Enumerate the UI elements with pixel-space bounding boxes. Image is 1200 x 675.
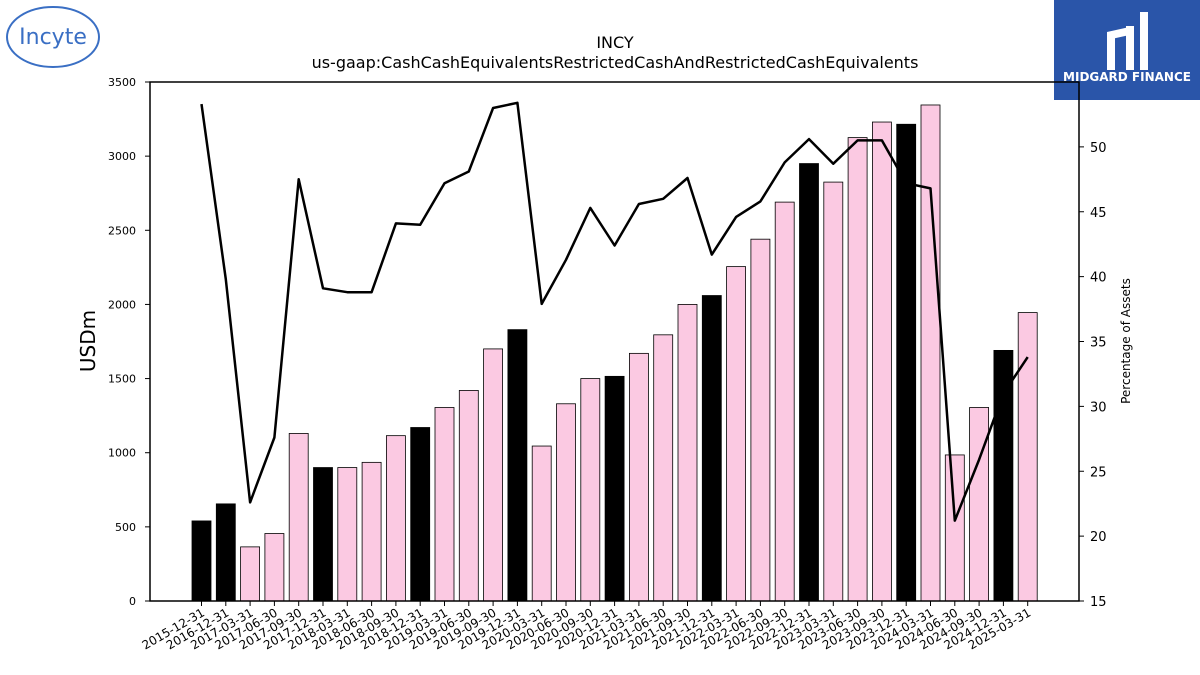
y-tick-label: 2500 — [108, 224, 136, 237]
bar-2018-09-30 — [385, 435, 406, 602]
bar-series — [191, 104, 1038, 602]
y2-tick-label: 45 — [1090, 206, 1107, 221]
y-tick-label: 0 — [129, 595, 136, 608]
midgard-emblem-icon — [1107, 12, 1148, 70]
incyte-logo-text: Incyte — [19, 25, 87, 50]
y-tick-label: 1500 — [108, 373, 136, 386]
bar-2017-06-30 — [264, 533, 285, 602]
y-axis-right: 15 20 25 30 35 40 45 50 — [1079, 141, 1107, 610]
bar-2022-12-31 — [799, 163, 819, 602]
y2-tick-label: 25 — [1090, 465, 1107, 480]
bar-2020-09-30 — [580, 378, 601, 602]
y-tick-label: 3500 — [108, 76, 136, 89]
chart-title: INCY — [596, 33, 634, 52]
bar-2023-03-31 — [823, 181, 844, 602]
y2-tick-label: 30 — [1090, 400, 1107, 415]
incyte-logo: Incyte — [6, 6, 100, 68]
x-axis: 2015-12-312016-12-312017-03-312017-06-30… — [140, 601, 1033, 652]
bar-2017-03-31 — [240, 546, 261, 602]
bar-2019-12-31 — [507, 329, 528, 602]
bar-2018-06-30 — [361, 461, 382, 602]
y2-tick-label: 15 — [1090, 595, 1107, 610]
bar-2018-12-31 — [410, 427, 431, 602]
bar-2019-06-30 — [458, 390, 479, 602]
bar-2017-12-31 — [313, 467, 333, 602]
percentage-line — [200, 101, 1029, 522]
y-tick-label: 1000 — [108, 447, 136, 460]
bar-2019-09-30 — [483, 348, 504, 602]
y2-tick-label: 40 — [1090, 271, 1107, 286]
midgard-logo-text: MIDGARD FINANCE — [1063, 70, 1191, 84]
bar-2025-03-31 — [1017, 312, 1038, 602]
bar-2019-03-31 — [434, 407, 455, 602]
bar-2023-06-30 — [847, 137, 868, 602]
bar-2022-06-30 — [750, 238, 771, 602]
chart-subtitle: us-gaap:CashCashEquivalentsRestrictedCas… — [312, 53, 919, 72]
bar-2021-09-30 — [677, 304, 698, 602]
y2-tick-label: 35 — [1090, 336, 1107, 351]
bar-2021-03-31 — [629, 352, 649, 602]
bar-2024-06-30 — [944, 454, 965, 602]
bar-2018-03-31 — [337, 467, 358, 602]
bar-2024-09-30 — [969, 407, 989, 602]
bar-2016-12-31 — [215, 503, 236, 602]
bar-2020-03-31 — [531, 445, 552, 602]
bar-2023-09-30 — [872, 121, 892, 602]
bar-2022-09-30 — [774, 201, 795, 602]
y-tick-label: 2000 — [108, 298, 136, 311]
bar-2022-03-31 — [726, 266, 746, 602]
y-tick-label: 500 — [115, 521, 136, 534]
y2-tick-label: 50 — [1090, 141, 1107, 156]
bar-2015-12-31 — [191, 520, 212, 602]
y-tick-label: 3000 — [108, 150, 136, 163]
y2-axis-label: Percentage of Assets — [1119, 278, 1133, 404]
percentage-line-series — [200, 101, 1029, 522]
bar-2020-12-31 — [604, 375, 625, 602]
bar-2023-12-31 — [896, 123, 917, 602]
y-axis-label: USDm — [76, 310, 100, 372]
bar-2020-06-30 — [556, 403, 576, 602]
bar-2017-09-30 — [288, 433, 309, 602]
bar-2024-12-31 — [993, 349, 1014, 602]
bar-2024-03-31 — [920, 104, 941, 602]
y-axis-left: 0 500 1000 1500 2000 2500 3000 3500 — [108, 76, 150, 608]
y2-tick-label: 20 — [1090, 530, 1107, 545]
bar-2021-12-31 — [701, 295, 722, 602]
bar-2021-06-30 — [653, 334, 674, 602]
